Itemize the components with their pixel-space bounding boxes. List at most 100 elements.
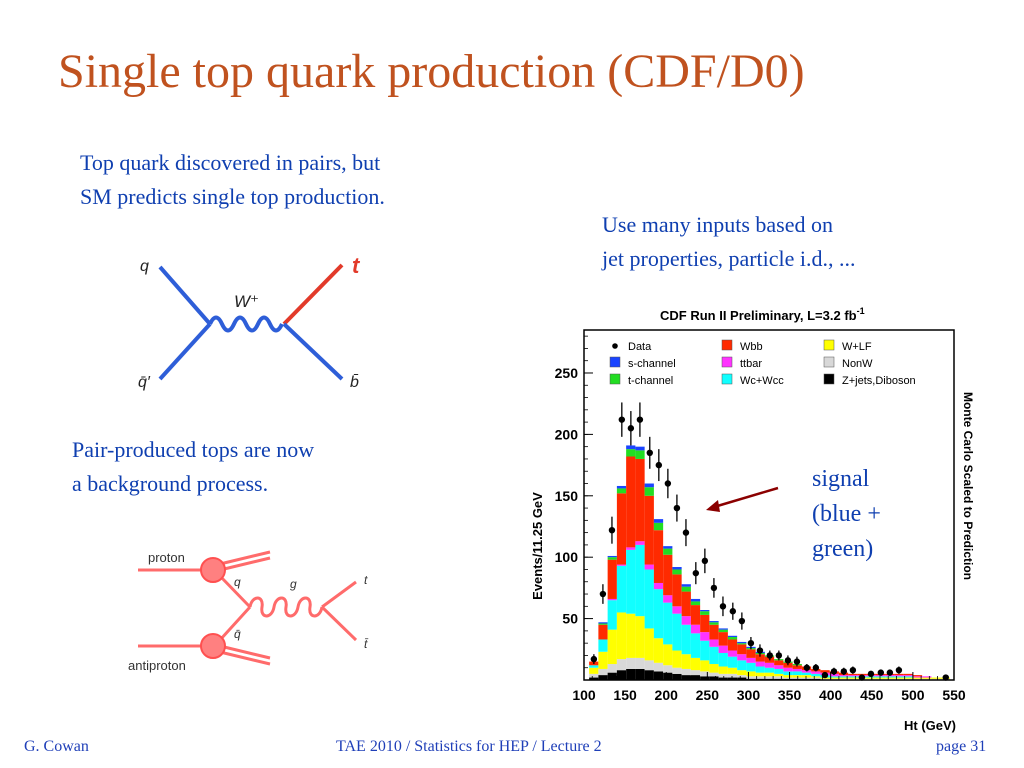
- x-tick-label: 550: [942, 687, 966, 703]
- label-antiproton: antiproton: [128, 658, 186, 673]
- bar-wc-wcc: [903, 676, 913, 678]
- data-point: [812, 664, 820, 671]
- bar-nonw: [709, 672, 719, 677]
- bar-s-channel: [737, 641, 747, 644]
- bar-w-lf: [764, 672, 775, 677]
- bar-w-lf: [866, 677, 876, 679]
- bar-wc-wcc: [783, 671, 793, 676]
- bar-nonw: [792, 677, 802, 679]
- bar-w-lf: [903, 677, 913, 679]
- antitop-line: [320, 605, 358, 642]
- legend-label-w-lf: W+LF: [842, 341, 872, 353]
- bar-s-channel: [635, 446, 645, 451]
- bar-wc-wcc: [885, 676, 895, 678]
- data-point: [673, 504, 681, 512]
- bar-ttbar: [709, 639, 719, 647]
- top-line: [321, 580, 357, 609]
- bar-t-channel: [663, 548, 673, 555]
- quark-line: [218, 574, 252, 609]
- legend-label-wbb: Wbb: [740, 341, 763, 353]
- y-tick-label: 200: [555, 426, 579, 442]
- bar-ttbar: [912, 676, 923, 678]
- bar-ttbar: [690, 624, 701, 634]
- x-tick-label: 200: [655, 687, 679, 703]
- bar-s-channel: [663, 546, 673, 549]
- bar-nonw: [727, 673, 738, 678]
- x-axis-label: Ht (GeV): [904, 718, 956, 733]
- bar-z-jets-diboson: [672, 673, 682, 680]
- bar-wc-wcc: [635, 544, 645, 617]
- bar-wbb: [755, 654, 765, 662]
- bar-z-jets-diboson: [626, 668, 636, 680]
- label-qbar: q̄′: [138, 374, 151, 391]
- bar-t-channel: [672, 569, 682, 575]
- bar-t-channel: [653, 522, 664, 531]
- bar-w-lf: [848, 677, 858, 679]
- bar-w-lf: [838, 677, 849, 679]
- bar-t-channel: [709, 622, 719, 625]
- bar-ttbar: [672, 606, 682, 614]
- label-g: g: [290, 577, 297, 591]
- bar-w-lf: [589, 667, 599, 674]
- w-boson-line: [208, 315, 284, 333]
- bar-wc-wcc: [894, 676, 904, 678]
- bar-ttbar: [626, 547, 636, 550]
- bar-z-jets-diboson: [700, 676, 710, 680]
- gluon-line: [248, 596, 324, 618]
- data-point: [886, 669, 894, 676]
- bar-wc-wcc: [829, 676, 839, 678]
- legend-swatch-w-lf: [823, 339, 835, 351]
- x-tick-label: 500: [901, 687, 925, 703]
- bar-wbb: [792, 665, 802, 669]
- bar-wc-wcc: [653, 589, 664, 639]
- bar-nonw: [681, 668, 691, 676]
- bar-wbb: [690, 605, 701, 625]
- legend-label-wc-wcc: Wc+Wcc: [740, 375, 784, 387]
- bar-ttbar: [903, 675, 913, 677]
- bar-t-channel: [681, 586, 691, 592]
- footer-author: G. Cowan: [24, 738, 89, 755]
- bar-w-lf: [829, 677, 839, 679]
- bar-w-lf: [635, 616, 645, 658]
- bar-w-lf: [700, 660, 710, 672]
- bar-nonw: [653, 662, 664, 672]
- bar-wbb: [727, 639, 738, 651]
- bar-wbb: [912, 675, 923, 677]
- bar-w-lf: [663, 644, 673, 666]
- bar-ttbar: [616, 564, 627, 566]
- legend-label-ttbar: ttbar: [740, 358, 762, 370]
- data-point: [766, 652, 774, 659]
- bar-nonw: [663, 665, 673, 673]
- bar-wc-wcc: [644, 569, 654, 629]
- data-point: [599, 590, 607, 598]
- bar-wc-wcc: [875, 676, 886, 678]
- bar-ttbar: [718, 645, 728, 653]
- bar-wc-wcc: [663, 602, 673, 645]
- legend-label-t-channel: t-channel: [628, 375, 673, 387]
- y-axis-label: Events/11.25 GeV: [530, 492, 545, 600]
- data-point: [840, 668, 848, 675]
- label-w: W⁺: [234, 292, 259, 311]
- data-point: [849, 666, 857, 674]
- bar-nonw: [626, 657, 636, 669]
- bar-ttbar: [700, 632, 710, 641]
- data-point: [682, 529, 690, 536]
- bar-nonw: [783, 677, 793, 679]
- bar-wbb: [607, 559, 617, 599]
- bar-z-jets-diboson: [607, 672, 617, 680]
- bar-w-lf: [690, 657, 701, 671]
- bar-s-channel: [644, 483, 654, 488]
- legend-swatch-ttbar: [721, 356, 733, 368]
- bar-w-lf: [792, 675, 802, 678]
- bar-wc-wcc: [681, 624, 691, 655]
- legend-swatch-data: [612, 343, 618, 349]
- label-b: b̄: [350, 374, 359, 391]
- bar-wc-wcc: [746, 662, 756, 672]
- legend-swatch-z-jets-diboson: [823, 373, 835, 385]
- bar-s-channel: [626, 445, 636, 450]
- bar-wc-wcc: [690, 633, 701, 658]
- bar-s-channel: [653, 519, 664, 523]
- text-line: Pair-produced tops are now: [72, 437, 315, 462]
- bar-w-lf: [885, 677, 895, 679]
- bar-s-channel: [690, 598, 701, 602]
